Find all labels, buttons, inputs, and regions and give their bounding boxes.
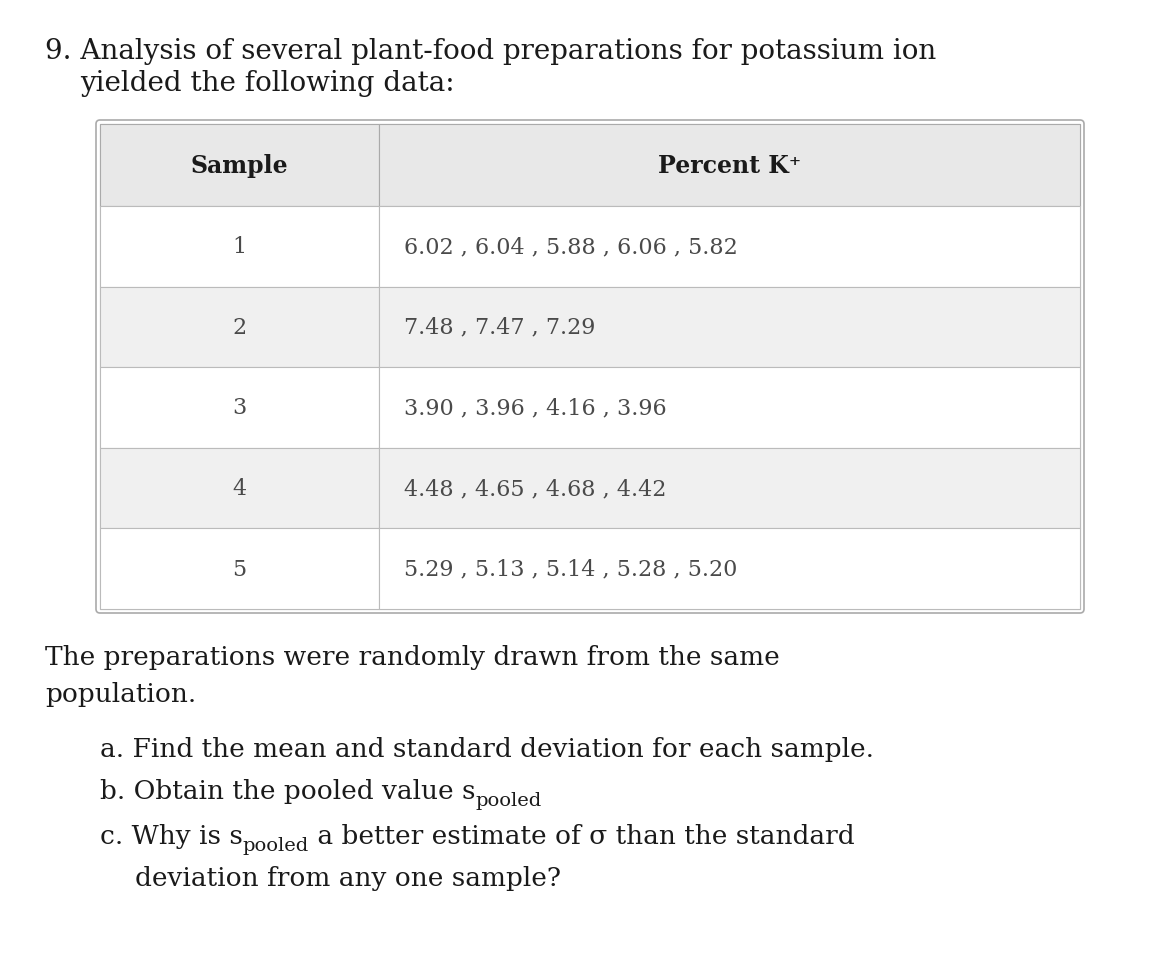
Text: 3: 3 (233, 397, 247, 419)
Text: 5.29 , 5.13 , 5.14 , 5.28 , 5.20: 5.29 , 5.13 , 5.14 , 5.28 , 5.20 (405, 558, 737, 580)
Bar (99, 368, 379, 448)
Text: a better estimate of σ than the standard: a better estimate of σ than the standard (309, 823, 855, 848)
Text: 4.48 , 4.65 , 4.68 , 4.42: 4.48 , 4.65 , 4.68 , 4.42 (405, 477, 667, 499)
Text: 7.48 , 7.47 , 7.29: 7.48 , 7.47 , 7.29 (405, 316, 596, 338)
Text: The preparations were randomly drawn from the same: The preparations were randomly drawn fro… (44, 644, 779, 669)
Bar (379, 287, 1080, 368)
Bar (99, 207, 379, 287)
Bar (379, 529, 1080, 609)
Bar (379, 207, 1080, 287)
Text: b. Obtain the pooled value s: b. Obtain the pooled value s (99, 779, 475, 803)
Bar (379, 448, 1080, 529)
Text: pooled: pooled (475, 791, 542, 809)
Bar (99, 207, 1080, 287)
Text: Sample: Sample (191, 153, 289, 178)
Bar (99, 125, 1080, 207)
Text: 5: 5 (233, 558, 247, 580)
Text: pooled: pooled (243, 836, 309, 854)
Text: 9. Analysis of several plant-food preparations for potassium ion: 9. Analysis of several plant-food prepar… (44, 38, 936, 65)
Text: 6.02 , 6.04 , 5.88 , 6.06 , 5.82: 6.02 , 6.04 , 5.88 , 6.06 , 5.82 (405, 236, 738, 258)
FancyBboxPatch shape (96, 121, 1083, 614)
Text: c. Why is s: c. Why is s (99, 823, 243, 848)
Text: 2: 2 (233, 316, 247, 338)
Text: 4: 4 (233, 477, 247, 499)
Bar (379, 368, 1080, 448)
Text: 3.90 , 3.96 , 4.16 , 3.96: 3.90 , 3.96 , 4.16 , 3.96 (405, 397, 667, 419)
Text: deviation from any one sample?: deviation from any one sample? (135, 865, 560, 890)
Bar (99, 287, 379, 368)
Bar (99, 448, 379, 529)
Text: pooled: pooled (243, 836, 309, 854)
Bar (379, 125, 1080, 207)
Text: a. Find the mean and standard deviation for each sample.: a. Find the mean and standard deviation … (99, 737, 874, 761)
Text: 1: 1 (233, 236, 247, 258)
Bar (99, 368, 1080, 448)
Bar (99, 448, 1080, 529)
Bar (99, 529, 1080, 609)
Text: population.: population. (44, 681, 197, 706)
Text: Percent K⁺: Percent K⁺ (658, 153, 801, 178)
Text: yielded the following data:: yielded the following data: (80, 70, 455, 97)
Bar (99, 529, 379, 609)
Bar (99, 125, 379, 207)
Bar (99, 287, 1080, 368)
